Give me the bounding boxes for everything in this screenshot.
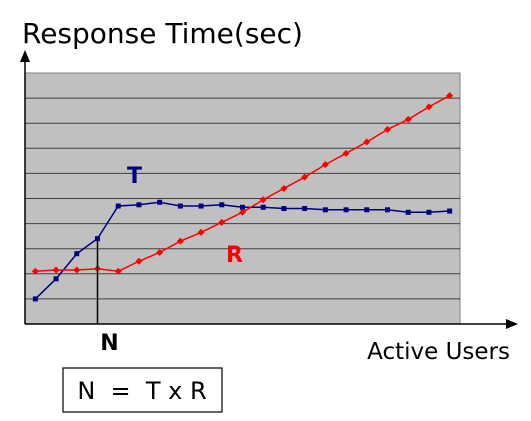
data-point-t <box>322 207 328 213</box>
n-marker-label: N <box>100 331 118 356</box>
data-point-t <box>32 296 38 302</box>
data-point-r <box>31 267 39 275</box>
data-point-r <box>342 149 350 157</box>
data-point-t <box>115 203 121 209</box>
data-point-t <box>343 207 349 213</box>
data-point-t <box>53 276 59 282</box>
data-point-r <box>280 184 288 192</box>
data-point-r <box>363 138 371 146</box>
data-point-r <box>73 266 81 274</box>
formula-text: N = T x R <box>77 377 206 405</box>
data-point-t <box>364 207 370 213</box>
data-point-t <box>447 208 453 214</box>
data-point-t <box>157 199 163 205</box>
data-point-t <box>74 251 80 257</box>
data-point-r <box>114 267 122 275</box>
series-label-r: R <box>226 243 243 268</box>
x-axis-arrow <box>506 319 518 329</box>
data-point-t <box>426 209 432 215</box>
x-axis-label: Active Users <box>367 339 510 365</box>
series-label-t: T <box>127 164 142 189</box>
data-point-t <box>177 203 183 209</box>
data-point-r <box>446 92 454 100</box>
data-point-t <box>405 209 411 215</box>
formula-box <box>62 367 223 413</box>
series-layer <box>31 92 454 302</box>
data-point-t <box>281 206 287 212</box>
data-point-t <box>219 202 225 208</box>
data-point-r <box>384 125 391 133</box>
data-point-r <box>218 218 226 226</box>
data-point-t <box>260 204 266 210</box>
data-point-t <box>385 207 390 213</box>
data-point-r <box>156 248 164 256</box>
data-point-t <box>302 206 308 212</box>
data-point-r <box>135 257 143 265</box>
y-axis-arrow <box>20 50 30 62</box>
data-point-r <box>239 208 246 216</box>
data-point-t <box>198 203 204 209</box>
data-point-r <box>259 196 267 204</box>
data-point-r <box>176 237 184 245</box>
data-point-r <box>404 115 412 123</box>
data-point-r <box>321 161 329 169</box>
data-point-r <box>197 228 205 236</box>
data-point-t <box>136 202 142 208</box>
data-point-t <box>240 204 245 210</box>
y-axis-label: Response Time(sec) <box>22 17 303 50</box>
data-point-r <box>425 103 433 111</box>
data-point-r <box>52 266 60 274</box>
data-point-r <box>301 173 309 181</box>
